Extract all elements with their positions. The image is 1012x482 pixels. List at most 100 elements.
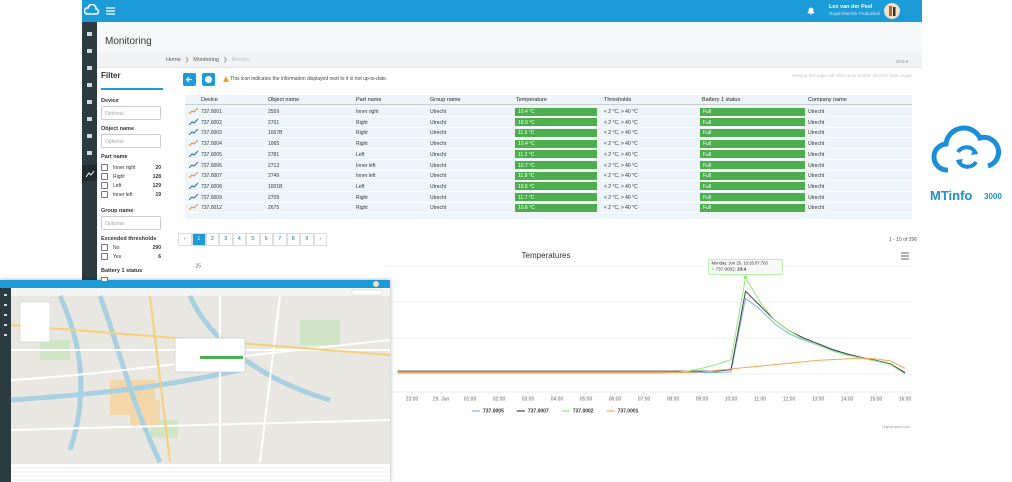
temperature-bar: 10.5 °C [515, 182, 597, 191]
trend-icon[interactable] [189, 204, 198, 211]
next-page[interactable]: › [313, 233, 327, 246]
checkbox[interactable] [101, 277, 108, 282]
temperature-bar: 10.4 °C [515, 139, 597, 148]
option-label: Left [113, 183, 122, 189]
map-button[interactable] [202, 73, 215, 86]
table-cell: < 2 °C, > 40 °C [604, 205, 638, 212]
filter-label: Device [101, 98, 119, 104]
table-cell: Utrecht [808, 141, 825, 148]
battery-bar: Full [700, 171, 805, 180]
page-button[interactable]: 2 [205, 233, 219, 246]
table-cell: 737.0008 [201, 183, 222, 190]
checkbox[interactable] [101, 253, 108, 260]
table-cell: 2701 [268, 119, 280, 126]
back-button[interactable] [183, 73, 196, 86]
table-cell: Utrecht [808, 130, 825, 137]
notifications[interactable] [807, 7, 815, 15]
legend-label: 737.0005 [483, 408, 504, 414]
checkbox[interactable] [101, 244, 108, 251]
option-count: 128 [152, 174, 161, 180]
table-cell: Utrecht [430, 205, 447, 212]
column-header: Device [201, 97, 218, 103]
page-button[interactable]: 3 [219, 233, 233, 246]
page-button[interactable]: 4 [232, 233, 246, 246]
legend-label: 737.0001 [618, 408, 639, 414]
column-header: Company name [808, 97, 847, 103]
option-count: 290 [152, 245, 161, 251]
version: v3.0.0 [896, 59, 909, 64]
trend-icon[interactable] [189, 129, 198, 136]
chart-menu[interactable] [901, 252, 909, 260]
user-name[interactable]: Lex van der Peel [829, 4, 873, 10]
tooltip-point [742, 275, 748, 281]
table-cell: Utrecht [430, 183, 447, 190]
logo-edition: 3000 [984, 192, 1002, 201]
option-count: 6 [158, 254, 161, 260]
battery-bar: Full [700, 139, 805, 148]
page-button[interactable]: 8 [286, 233, 300, 246]
page-button[interactable]: 1 [192, 233, 206, 246]
trend-icon[interactable] [189, 172, 198, 179]
table-cell: Utrecht [430, 151, 447, 158]
trend-icon[interactable] [189, 140, 198, 147]
notice-text: This icon indicates the information disp… [230, 76, 388, 82]
temperature-bar: 10.6 °C [515, 203, 597, 212]
filter-input[interactable]: Optional [101, 134, 161, 148]
logo-icon [931, 125, 1002, 173]
checkbox[interactable] [101, 164, 108, 171]
user-company: Royal Interlink Production [829, 11, 881, 16]
table-cell: 1001B [268, 183, 283, 190]
breadcrumb-item[interactable]: Home [166, 57, 181, 63]
checkbox[interactable] [101, 191, 108, 198]
table-cell: Right [356, 119, 368, 126]
checkbox[interactable] [101, 182, 108, 189]
x-tick-label: 05:00 [580, 396, 593, 402]
option-label: Inner right [113, 165, 136, 171]
table-cell: Utrecht [808, 109, 825, 115]
side-nav-icons[interactable] [82, 22, 97, 182]
breadcrumb-bar [97, 52, 922, 68]
trend-icon[interactable] [189, 108, 198, 114]
table-cell: < 2 °C, > 40 °C [604, 119, 638, 126]
checkbox[interactable] [101, 173, 108, 180]
battery-bar: Full [700, 150, 805, 159]
table-cell: 737.0005 [201, 151, 222, 158]
page-button[interactable]: 9 [300, 233, 314, 246]
page-button[interactable]: 6 [259, 233, 273, 246]
filter-underline [101, 88, 163, 90]
table-cell: Utrecht [430, 173, 447, 180]
table-cell: < 2 °C, > 40 °C [604, 141, 638, 148]
trend-icon[interactable] [189, 182, 198, 189]
menu-toggle[interactable] [106, 7, 115, 15]
column-header: Group name [430, 97, 461, 103]
chart-title: Temperatures [522, 251, 571, 260]
row-rule [185, 169, 912, 171]
temperature-bar: 10.7 °C [515, 161, 597, 169]
x-tick-label: 01:00 [464, 396, 477, 402]
filter-input[interactable]: Optional [101, 106, 161, 120]
trend-icon[interactable] [189, 193, 198, 200]
battery-bar: Full [700, 118, 805, 127]
row-rule [185, 148, 912, 150]
y-tick-label: 25 [195, 263, 201, 269]
table-cell: Utrecht [430, 119, 447, 126]
page-button[interactable]: 7 [273, 233, 287, 246]
row-rule [185, 180, 912, 182]
trend-icon[interactable] [189, 150, 198, 157]
row-rule [185, 201, 912, 203]
avatar[interactable] [884, 3, 900, 19]
trend-icon[interactable] [189, 118, 198, 125]
table-cell: 737.0001 [201, 109, 222, 115]
filter-input[interactable]: Optional [101, 216, 161, 230]
trend-icon[interactable] [189, 161, 198, 168]
table-cell: < 2 °C, > 40 °C [604, 173, 638, 180]
page-button[interactable]: 5 [246, 233, 260, 246]
table-cell: Utrecht [430, 109, 447, 115]
pagination-summary: 1 - 10 of 296 [888, 237, 917, 243]
previous-page[interactable]: ‹ [178, 233, 192, 246]
breadcrumb-item[interactable]: Monitoring [193, 57, 219, 63]
battery-bar: Full [700, 193, 805, 202]
warning-icon [223, 76, 229, 82]
table-cell: 737.0006 [201, 162, 222, 169]
